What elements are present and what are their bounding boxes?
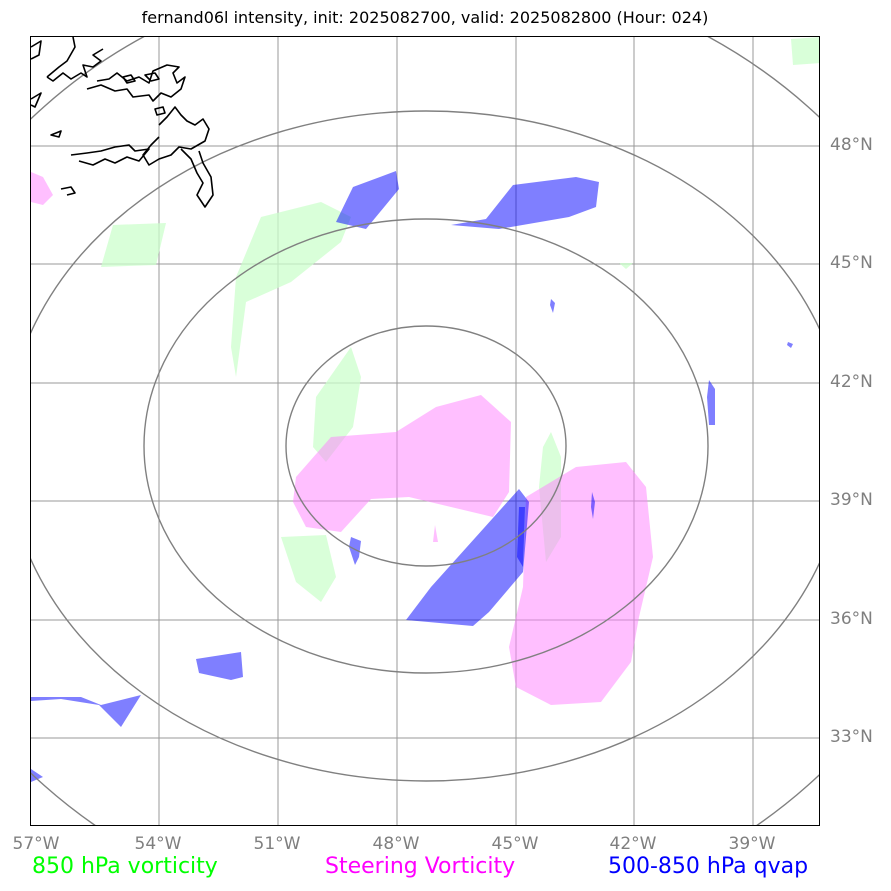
vort850-patch [231, 202, 351, 377]
qvap-patch [31, 769, 43, 782]
qvap-patch [196, 652, 243, 680]
qvap-contours [31, 171, 793, 782]
range-ring-2 [143, 218, 709, 674]
coastline-segment [86, 64, 186, 102]
vort850-patch [313, 347, 361, 462]
qvap-patch [550, 299, 555, 313]
legend-steering-vorticity: Steering Vorticity [325, 854, 516, 879]
qvap-patch [451, 177, 599, 229]
map-plot-area [30, 36, 820, 826]
lat-label-36n: 36°N [830, 609, 873, 629]
vort850-contours [101, 37, 819, 602]
lon-label-54w: 54°W [134, 834, 182, 854]
lon-label-51w: 51°W [253, 834, 301, 854]
lat-label-39n: 39°N [830, 490, 873, 510]
qvap-patch [406, 489, 529, 626]
qvap-patch [787, 342, 793, 348]
lon-label-39w: 39°W [728, 834, 776, 854]
map-canvas [31, 37, 819, 825]
qvap-patch [517, 507, 525, 567]
lat-label-42n: 42°N [830, 372, 873, 392]
coastline-segment [70, 144, 150, 166]
steering-patch [31, 172, 53, 205]
range-ring-1 [285, 325, 567, 567]
steering-patch [433, 525, 438, 542]
qvap-patch [31, 695, 141, 727]
vort850-patch [281, 535, 336, 602]
coastline-segment [31, 40, 42, 60]
lon-label-42w: 42°W [609, 834, 657, 854]
range-ring-3 [31, 110, 819, 782]
lon-label-48w: 48°W [372, 834, 420, 854]
lat-label-48n: 48°N [830, 135, 873, 155]
steering-patch [293, 395, 511, 532]
coastline-segment [142, 106, 210, 166]
qvap-patch [707, 380, 715, 425]
coastline-segment [31, 92, 42, 108]
qvap-patch [336, 171, 399, 229]
lat-label-45n: 45°N [830, 253, 873, 273]
coastline [31, 37, 214, 208]
vort850-patch [791, 37, 819, 65]
vort850-patch [619, 263, 633, 269]
vort850-patch [101, 223, 166, 267]
qvap-patch [591, 492, 595, 519]
graticule [31, 37, 819, 825]
coastline-segment [60, 186, 76, 196]
steering-vorticity-contours [31, 172, 653, 705]
lat-label-33n: 33°N [830, 727, 873, 747]
map-title: fernand06l intensity, init: 2025082700, … [141, 8, 709, 27]
coastline-segment [180, 148, 214, 208]
coastline-segment [46, 48, 104, 82]
steering-patch [509, 462, 653, 705]
coastline-segment [122, 74, 136, 84]
coastline-segment [46, 37, 76, 78]
lon-label-45w: 45°W [491, 834, 539, 854]
coastline-segment [154, 106, 166, 116]
coastline-segment [50, 130, 62, 138]
legend-qvap: 500-850 hPa qvap [608, 854, 809, 879]
coastline-segment [144, 72, 160, 82]
qvap-patch [349, 537, 361, 565]
lon-label-57w: 57°W [12, 834, 60, 854]
legend-vort850: 850 hPa vorticity [32, 854, 218, 879]
range-rings [31, 37, 819, 825]
